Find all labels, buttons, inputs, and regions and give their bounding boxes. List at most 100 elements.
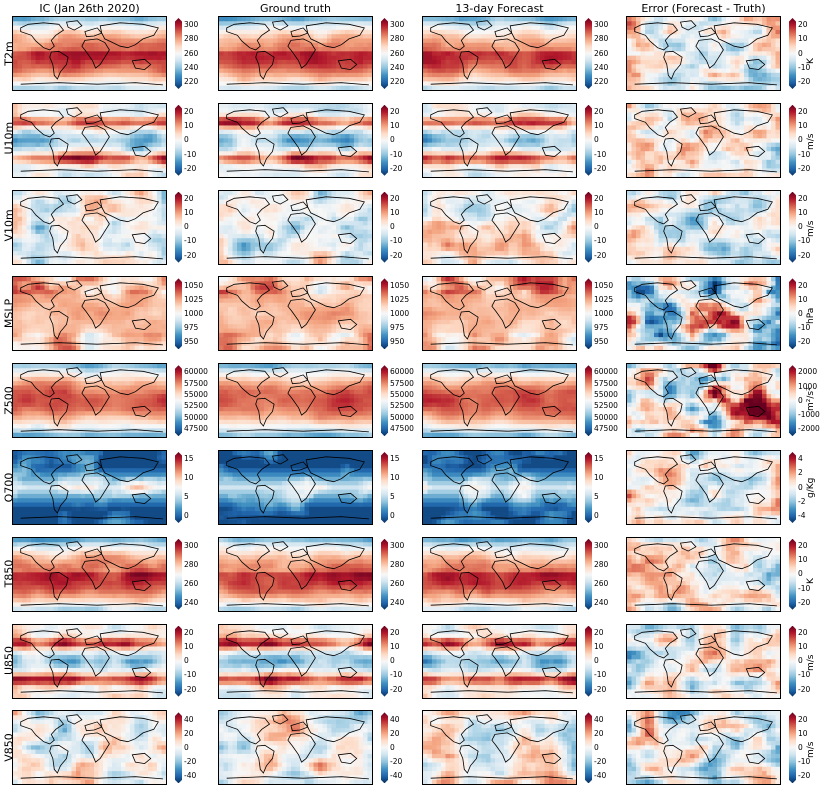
coastline [698, 635, 717, 645]
coastline [20, 22, 65, 51]
colorbar-tick: 0 [798, 135, 803, 144]
colorbar-tick: -10 [798, 323, 810, 332]
coastline [305, 195, 365, 222]
colorbar-tick: 220 [594, 77, 608, 86]
coastline [494, 201, 513, 211]
map-panel-v850-error [626, 710, 781, 786]
coastline [271, 714, 289, 725]
coastline [305, 109, 365, 135]
coastline [491, 125, 520, 156]
colorbar-tick: 20 [184, 628, 194, 637]
colorbar-tick: 20 [798, 107, 808, 116]
colorbar-tick: 0 [798, 656, 803, 665]
coastline [65, 367, 83, 378]
coastline [494, 635, 513, 645]
colorbar-mslp-ic [175, 278, 182, 350]
map-panel-z500-error [626, 363, 781, 439]
colorbar-tick: 260 [594, 49, 608, 58]
unit-label-t850: K [806, 578, 816, 584]
coastline [475, 714, 493, 725]
colorbar-tick: 0 [798, 49, 803, 58]
coastline [49, 484, 69, 514]
coastline [99, 543, 159, 569]
colorbar-tick: -20 [798, 164, 810, 173]
map-panel-v10m-truth [218, 189, 373, 265]
coastline [679, 193, 697, 205]
coastline [698, 114, 717, 124]
colorbar-tick: 20 [390, 729, 400, 738]
coastline [226, 369, 271, 398]
coastline [255, 658, 275, 688]
coastline [713, 22, 773, 49]
colorbar-tick: -20 [798, 685, 810, 694]
colorbar-tick: 950 [390, 337, 404, 346]
coastline [695, 732, 724, 764]
coastline [84, 287, 103, 298]
colorbar-tick: 20 [798, 194, 808, 203]
coastline [271, 541, 289, 552]
coastline [679, 541, 697, 552]
column-title-2: 13-day Forecast [400, 2, 600, 15]
colorbar-tick: 300 [184, 541, 198, 550]
coastline [459, 311, 479, 341]
coastline [337, 579, 358, 591]
map-panel-mslp-ic [12, 276, 167, 352]
colorbar-tick: 20 [798, 715, 808, 724]
coastline [634, 195, 679, 224]
colorbar-t2m-error [789, 18, 796, 89]
coastline [475, 107, 493, 118]
colorbar-tick: 300 [594, 541, 608, 550]
coastline [81, 559, 110, 590]
colorbar-tick: 60000 [594, 367, 618, 376]
colorbar-tick: 20 [798, 281, 808, 290]
coastline [634, 603, 777, 607]
coastline [745, 232, 766, 244]
coastline [491, 559, 520, 590]
coastline [84, 374, 103, 385]
coastline [226, 689, 369, 693]
colorbar-tick: -20 [798, 337, 810, 346]
coastline [475, 193, 493, 205]
map-panel-t850-truth [218, 536, 373, 612]
colorbar-v10m-error [789, 191, 796, 263]
coastline [459, 745, 479, 775]
coastline [475, 367, 493, 378]
coastline [226, 429, 369, 433]
coastline [698, 548, 717, 558]
coastline [65, 20, 83, 31]
coastline [84, 114, 103, 124]
coastline [509, 543, 569, 569]
coastline [713, 195, 773, 222]
coastline [430, 629, 475, 658]
map-panel-u10m-truth [218, 102, 373, 178]
colorbar-u10m-forecast [585, 104, 592, 176]
coastline [459, 571, 479, 601]
colorbar-z500-ic [175, 365, 182, 437]
coastline [541, 579, 562, 591]
coastline [271, 454, 289, 465]
coastline [81, 646, 110, 677]
coastline [20, 369, 65, 398]
coastline [337, 232, 358, 244]
coastline [84, 201, 103, 211]
colorbar-tick: -20 [594, 757, 606, 766]
coastline [49, 745, 69, 775]
colorbar-u10m-truth [381, 104, 388, 176]
colorbar-tick: 0 [390, 656, 395, 665]
colorbar-tick: -10 [594, 236, 606, 245]
colorbar-tick: -1000 [798, 410, 820, 419]
coastline [20, 255, 163, 259]
coastline [491, 38, 520, 69]
coastline [99, 456, 159, 483]
coastline [131, 666, 152, 678]
map-panel-v850-ic [12, 710, 167, 786]
coastline [509, 456, 569, 483]
colorbar-z500-forecast [585, 365, 592, 437]
colorbar-q700-ic [175, 452, 182, 523]
colorbar-tick: 0 [184, 656, 189, 665]
coastline [541, 145, 562, 157]
coastline [459, 137, 479, 167]
colorbar-tick: 20 [594, 107, 604, 116]
map-panel-u10m-ic [12, 102, 167, 178]
coastline [305, 282, 365, 309]
